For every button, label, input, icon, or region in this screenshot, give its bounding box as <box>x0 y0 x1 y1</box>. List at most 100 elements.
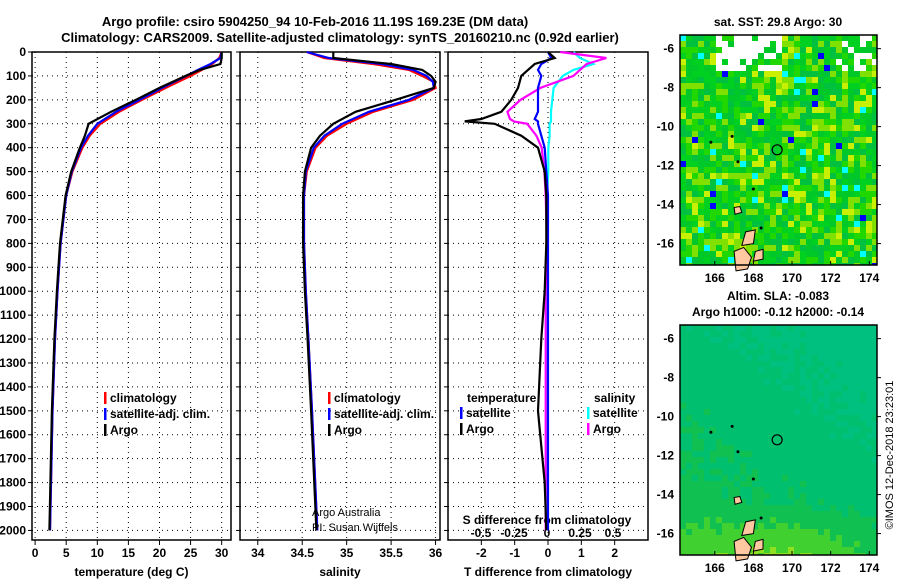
map-cell <box>770 511 776 517</box>
map-cell <box>812 161 818 167</box>
map-cell <box>794 41 800 47</box>
map-cell <box>752 191 758 197</box>
map-cell <box>692 125 698 131</box>
map-cell <box>704 331 710 337</box>
map-cell <box>734 227 740 233</box>
map-cell <box>800 517 806 523</box>
map-cell <box>830 373 836 379</box>
map-cell <box>698 451 704 457</box>
map-cell <box>860 349 866 355</box>
map-cell <box>764 185 770 191</box>
map-cell <box>806 107 812 113</box>
map-cell <box>692 379 698 385</box>
map-cell <box>704 493 710 499</box>
map-cell <box>680 239 686 245</box>
map-cell <box>800 53 806 59</box>
map-cell <box>812 245 818 251</box>
island-shape <box>733 205 743 215</box>
map-cell <box>752 511 758 517</box>
map-cell <box>872 481 877 487</box>
map-cell <box>746 403 752 409</box>
map-cell <box>830 337 836 343</box>
map-cell <box>848 397 854 403</box>
map-cell <box>872 547 877 553</box>
map-cell <box>698 233 704 239</box>
map-cell <box>758 47 764 53</box>
map-cell <box>872 161 877 167</box>
map-cell <box>842 95 848 101</box>
map-cell <box>854 505 860 511</box>
map-cell <box>734 53 740 59</box>
map-cell <box>824 155 830 161</box>
map-cell <box>716 457 722 463</box>
map-cell <box>722 391 728 397</box>
map-cell <box>722 433 728 439</box>
map-cell <box>686 445 692 451</box>
map-cell <box>836 83 842 89</box>
map-cell <box>728 373 734 379</box>
map-cell <box>866 451 872 457</box>
map-cell <box>872 65 877 71</box>
map-cell <box>842 89 848 95</box>
map-cell <box>764 101 770 107</box>
legend-swatch <box>460 423 463 435</box>
map-cell <box>830 457 836 463</box>
island-shape <box>733 495 743 505</box>
map-cell <box>680 137 686 143</box>
map-cell <box>866 41 872 47</box>
map-cell <box>794 89 800 95</box>
map-cell <box>728 439 734 445</box>
map-cell <box>764 65 770 71</box>
map-cell <box>818 415 824 421</box>
map-cell <box>680 547 686 553</box>
map-cell <box>698 125 704 131</box>
map-cell <box>794 547 800 553</box>
map-cell <box>788 487 794 493</box>
map-cell <box>758 209 764 215</box>
map-cell <box>842 83 848 89</box>
map-cell <box>854 221 860 227</box>
map-cell <box>854 77 860 83</box>
map-cell <box>794 107 800 113</box>
map-cell <box>680 415 686 421</box>
map-cell <box>716 439 722 445</box>
map-cell <box>842 125 848 131</box>
map-cell <box>872 191 877 197</box>
map-cell <box>794 391 800 397</box>
map-cell <box>722 35 728 41</box>
map-cell <box>752 209 758 215</box>
map-cell <box>764 221 770 227</box>
map-cell <box>692 59 698 65</box>
map-cell <box>800 233 806 239</box>
map-cell <box>866 197 872 203</box>
map-cell <box>680 77 686 83</box>
map-cell <box>848 451 854 457</box>
map-cell <box>728 77 734 83</box>
map-cell <box>848 433 854 439</box>
map-cell <box>848 385 854 391</box>
map-cell <box>788 475 794 481</box>
map-cell <box>740 59 746 65</box>
map-cell <box>752 245 758 251</box>
map-cell <box>836 535 842 541</box>
map-cell <box>872 409 877 415</box>
map-cell <box>680 83 686 89</box>
map-cell <box>854 475 860 481</box>
map-cell <box>740 137 746 143</box>
map-cell <box>728 529 734 535</box>
map-cell <box>698 391 704 397</box>
map-cell <box>848 517 854 523</box>
map-cell <box>728 107 734 113</box>
map-cell <box>680 71 686 77</box>
map-cell <box>734 149 740 155</box>
x-tick-label: 1 <box>578 546 585 560</box>
map-cell <box>800 35 806 41</box>
map-cell <box>824 427 830 433</box>
map-cell <box>770 263 776 265</box>
map-cell <box>848 251 854 257</box>
map-cell <box>776 499 782 505</box>
map-cell <box>800 125 806 131</box>
map-cell <box>860 137 866 143</box>
map-cell <box>758 233 764 239</box>
map-cell <box>716 47 722 53</box>
